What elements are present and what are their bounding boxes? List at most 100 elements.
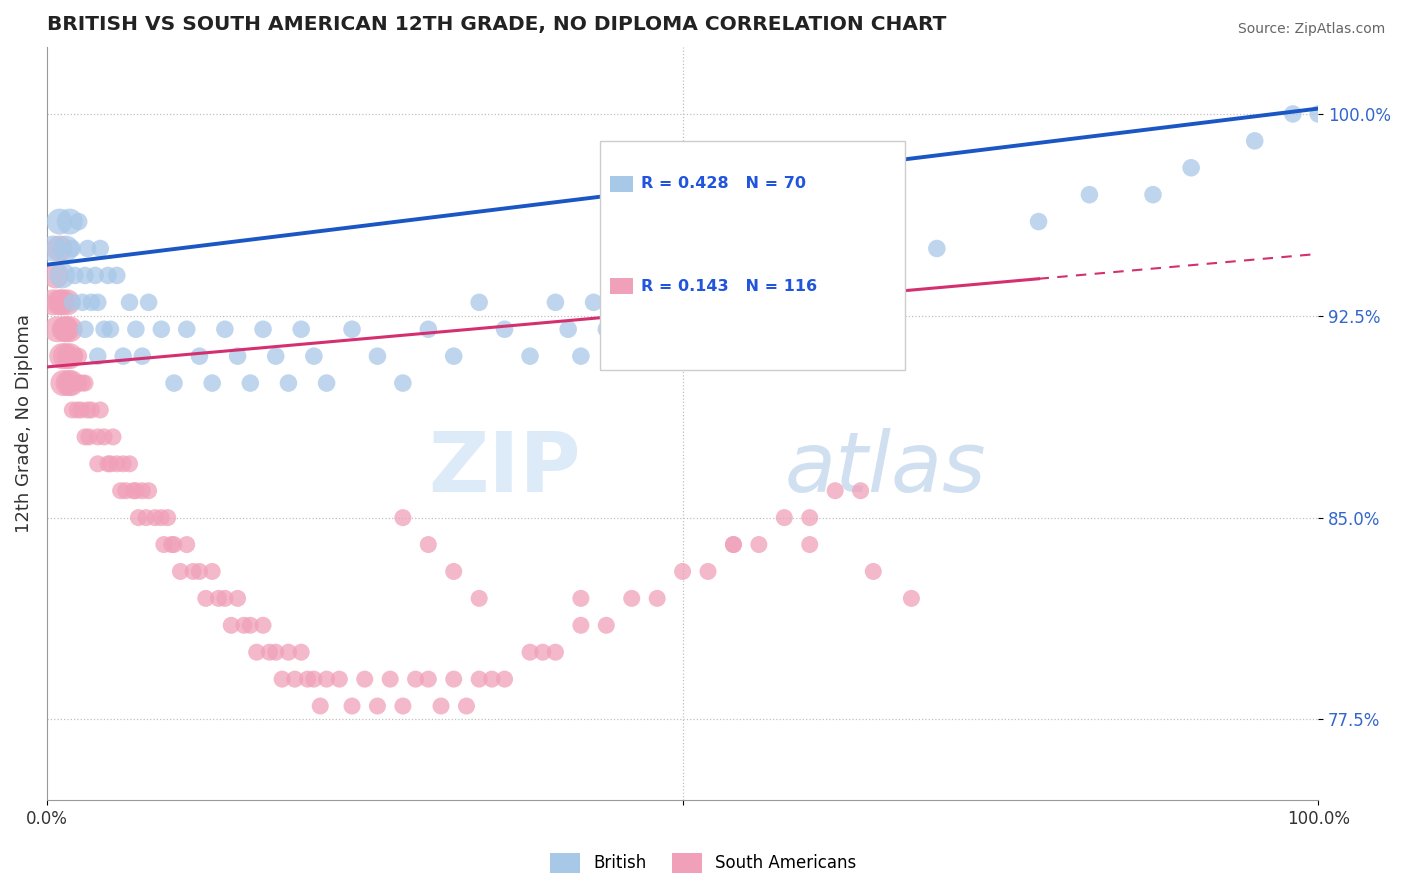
Point <box>73 430 96 444</box>
Point <box>544 295 567 310</box>
Point <box>53 322 76 336</box>
Point <box>60 376 83 390</box>
Point <box>620 295 643 310</box>
Text: atlas: atlas <box>785 428 986 509</box>
Point <box>105 457 128 471</box>
Point <box>468 591 491 606</box>
Point <box>773 510 796 524</box>
Point <box>59 214 82 228</box>
Point <box>59 349 82 363</box>
Point <box>87 457 110 471</box>
Point <box>468 672 491 686</box>
Point <box>59 322 82 336</box>
Point <box>557 322 579 336</box>
Bar <box>600 141 905 369</box>
Point <box>519 349 541 363</box>
Point <box>52 376 75 390</box>
Point <box>671 349 693 363</box>
Text: Source: ZipAtlas.com: Source: ZipAtlas.com <box>1237 22 1385 37</box>
Point <box>118 457 141 471</box>
Point <box>748 537 770 551</box>
Point <box>67 214 90 228</box>
Point <box>290 322 312 336</box>
Point <box>188 349 211 363</box>
Point <box>544 645 567 659</box>
Point <box>118 295 141 310</box>
Point <box>297 672 319 686</box>
Point <box>194 591 217 606</box>
Point <box>153 537 176 551</box>
Point <box>125 322 148 336</box>
Point <box>519 645 541 659</box>
Bar <box>610 278 633 294</box>
Point <box>131 483 153 498</box>
Point <box>97 457 120 471</box>
Point <box>84 268 107 283</box>
Point <box>51 295 73 310</box>
Point <box>105 268 128 283</box>
Point <box>181 565 204 579</box>
Point <box>862 565 884 579</box>
Point <box>392 376 415 390</box>
Point <box>277 376 299 390</box>
Point <box>925 242 948 256</box>
Point <box>366 349 388 363</box>
Point <box>226 591 249 606</box>
Point <box>405 672 427 686</box>
Point <box>55 349 77 363</box>
Point <box>114 483 136 498</box>
Point <box>302 349 325 363</box>
Point <box>45 268 67 283</box>
Point <box>1282 107 1305 121</box>
Point <box>122 483 145 498</box>
Point <box>67 349 90 363</box>
Point <box>226 349 249 363</box>
Point <box>290 645 312 659</box>
Point <box>214 591 236 606</box>
Point <box>51 268 73 283</box>
Point <box>76 403 98 417</box>
Point <box>150 322 173 336</box>
Point <box>87 430 110 444</box>
Point <box>66 403 89 417</box>
Point <box>207 591 229 606</box>
Point <box>48 214 70 228</box>
Point <box>58 376 80 390</box>
Point <box>201 376 224 390</box>
Point <box>72 295 94 310</box>
Point <box>150 510 173 524</box>
Point <box>418 537 440 551</box>
Point <box>246 645 269 659</box>
Point <box>56 295 79 310</box>
Point <box>156 510 179 524</box>
Point <box>468 295 491 310</box>
Point <box>201 565 224 579</box>
Point <box>87 349 110 363</box>
Point <box>366 699 388 714</box>
Point <box>569 349 592 363</box>
Point <box>169 565 191 579</box>
Point <box>72 376 94 390</box>
Point <box>112 457 135 471</box>
Point <box>135 510 157 524</box>
Point <box>48 242 70 256</box>
Point <box>849 483 872 498</box>
Point <box>42 295 65 310</box>
Point <box>418 322 440 336</box>
Text: R = 0.428   N = 70: R = 0.428 N = 70 <box>641 177 806 192</box>
Point <box>239 618 262 632</box>
Point <box>93 322 115 336</box>
Point <box>264 645 287 659</box>
Point <box>315 376 337 390</box>
Point <box>70 403 93 417</box>
Point <box>378 672 401 686</box>
Point <box>799 510 821 524</box>
Point <box>63 268 86 283</box>
Point <box>55 322 77 336</box>
Point <box>595 618 617 632</box>
Point <box>481 672 503 686</box>
Point <box>97 268 120 283</box>
Point <box>239 376 262 390</box>
Point <box>259 645 281 659</box>
Point <box>252 618 274 632</box>
